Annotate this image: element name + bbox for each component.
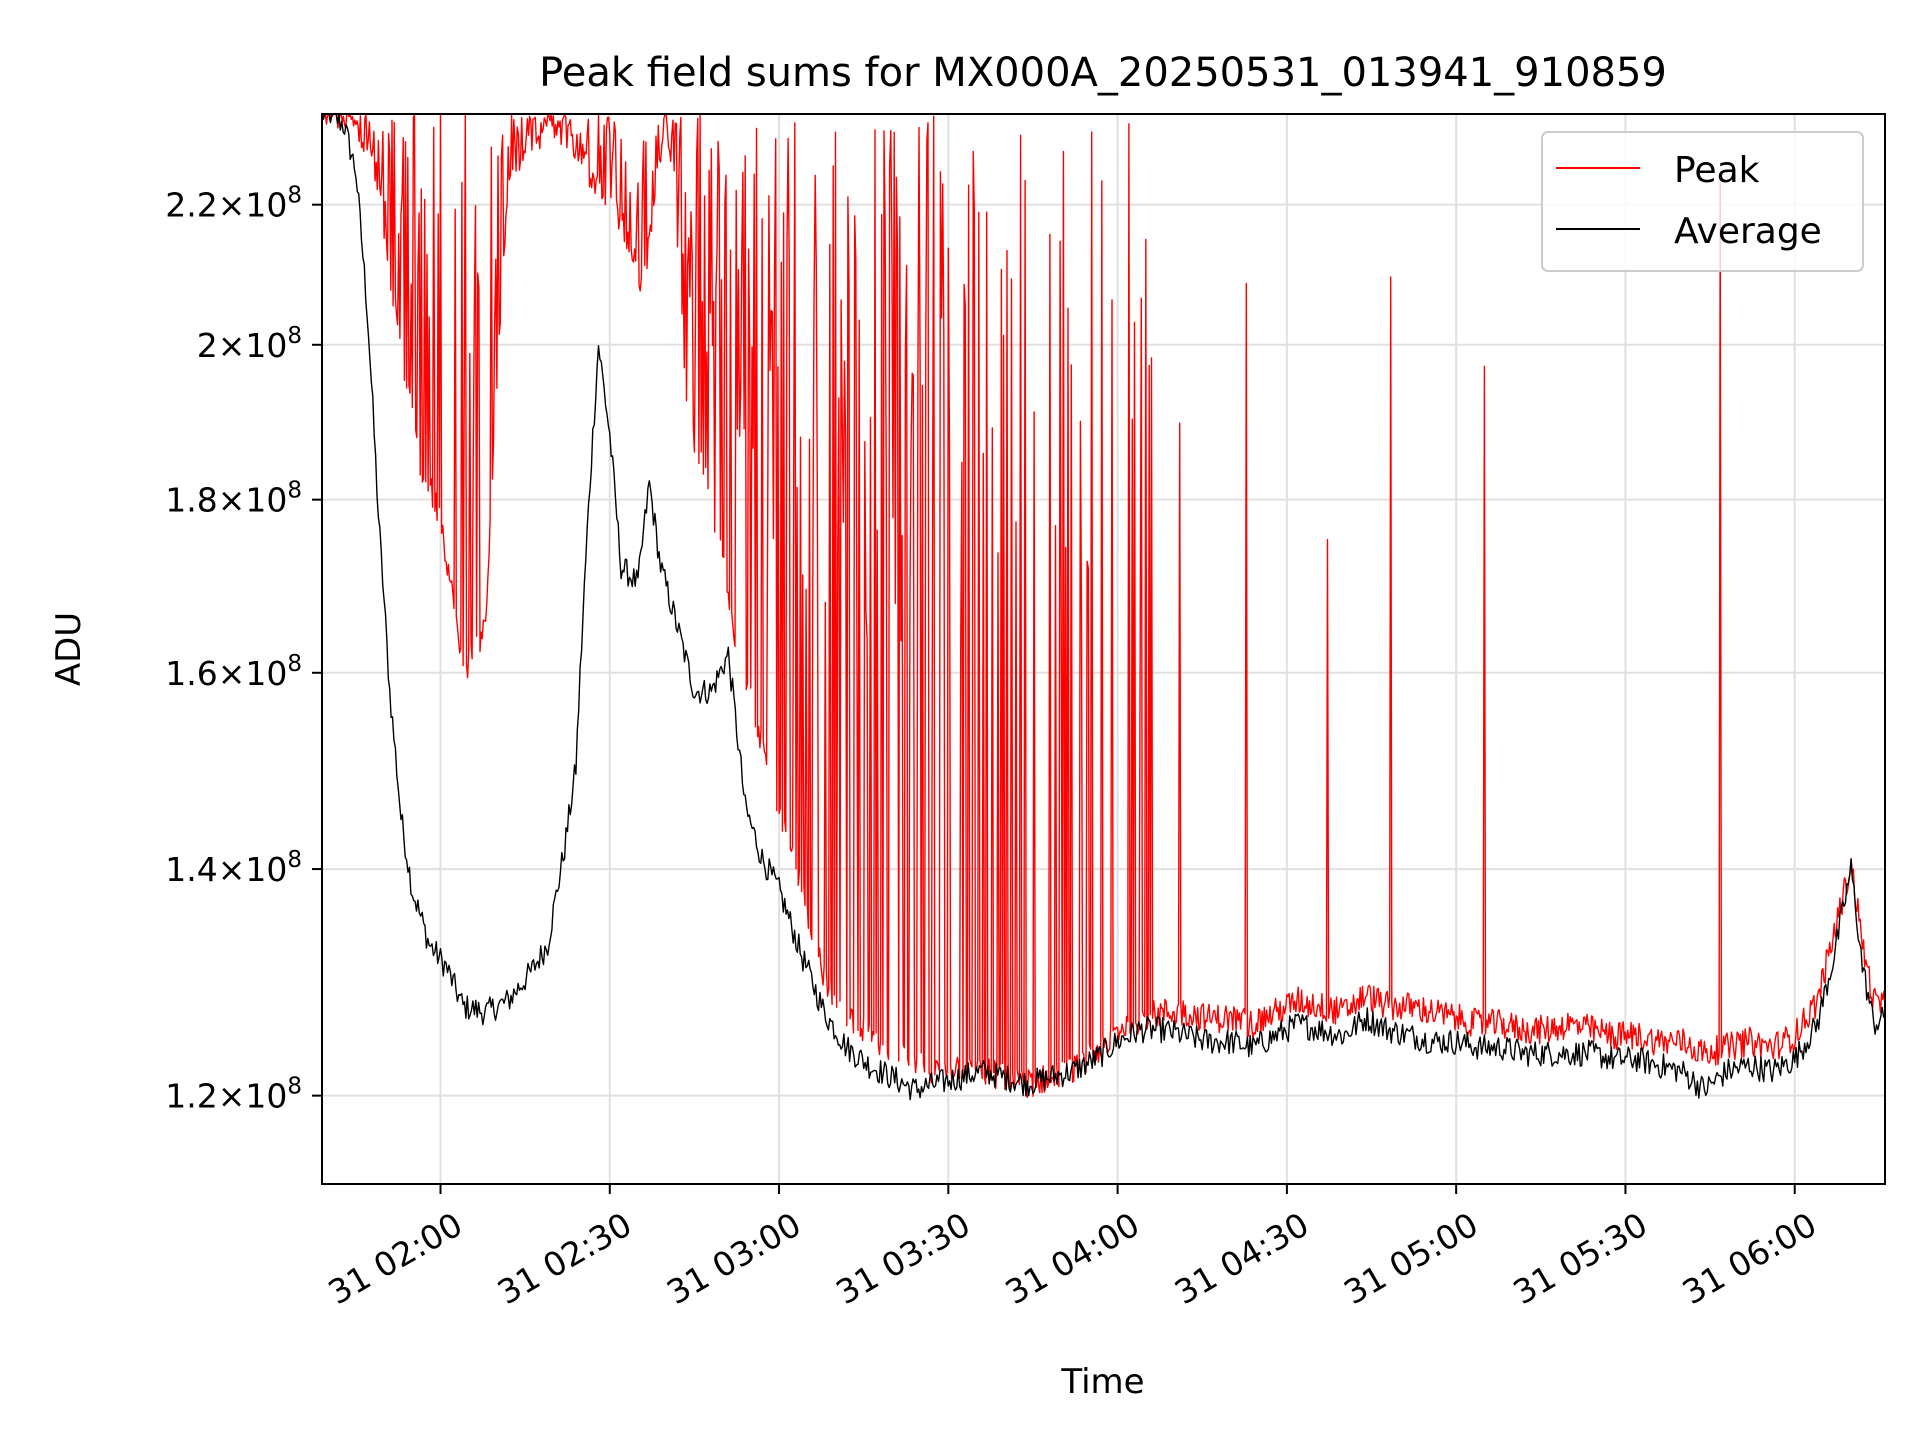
y-tick-times: ×10 (218, 654, 288, 693)
y-tick-label: 1.8×108 (165, 478, 302, 520)
y-tick-exponent: 8 (287, 651, 302, 677)
y-tick-exponent: 8 (287, 478, 302, 504)
legend-average-label: Average (1674, 211, 1822, 252)
y-tick-mantissa: 2.2 (165, 186, 217, 225)
y-tick-times: ×10 (218, 481, 288, 520)
y-tick-label: 1.2×108 (165, 1074, 302, 1116)
legend: Peak Average (1541, 131, 1864, 272)
y-tick-times: ×10 (218, 850, 288, 889)
y-tick-exponent: 8 (287, 1074, 302, 1100)
y-tick-exponent: 8 (287, 183, 302, 209)
y-tick-exponent: 8 (287, 847, 302, 873)
y-tick-mantissa: 1.2 (165, 1077, 217, 1116)
series-line-average (321, 113, 1886, 1101)
y-tick-mantissa: 1.4 (165, 850, 217, 889)
grid (322, 114, 1885, 1184)
y-tick-label: 1.6×108 (165, 651, 302, 693)
plot-frame (321, 113, 1886, 1185)
y-tick-label: 2.2×108 (165, 183, 302, 225)
chart-title: Peak field sums for MX000A_20250531_0139… (539, 50, 1667, 96)
y-tick-times: ×10 (218, 326, 288, 365)
y-tick-exponent: 8 (287, 323, 302, 349)
y-tick-mantissa: 2 (197, 326, 218, 365)
y-tick-mantissa: 1.8 (165, 481, 217, 520)
legend-box (1541, 131, 1864, 272)
series-layer (321, 113, 1886, 1101)
y-tick-times: ×10 (218, 186, 288, 225)
x-axis-label: Time (1060, 1362, 1144, 1402)
legend-peak-label: Peak (1674, 150, 1760, 191)
y-tick-times: ×10 (218, 1077, 288, 1116)
y-axis-label: ADU (49, 612, 89, 686)
y-tick-mantissa: 1.6 (165, 654, 217, 693)
y-tick-label: 1.4×108 (165, 847, 302, 889)
y-tick-label: 2×108 (197, 323, 302, 365)
